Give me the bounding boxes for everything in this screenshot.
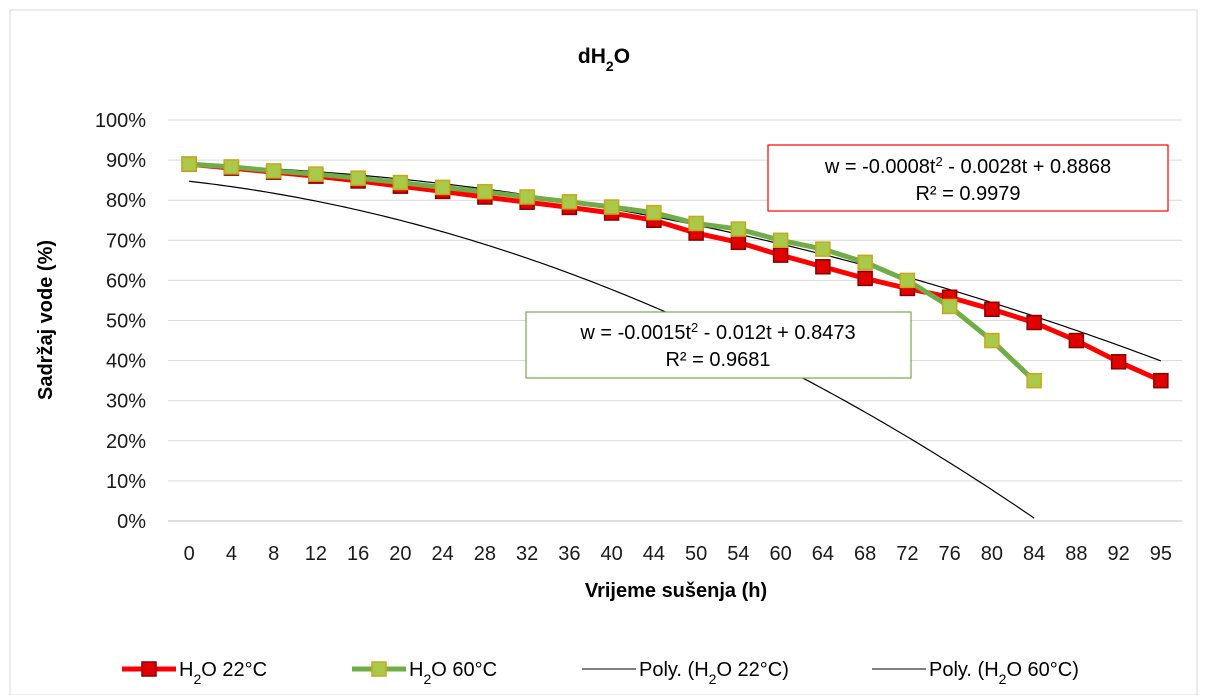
data-point <box>1068 332 1085 349</box>
legend-label: H2O 60°C <box>409 659 497 687</box>
y-tick-label: 100% <box>95 110 146 132</box>
legend-label: Poly. (H2O 60°C) <box>929 659 1079 687</box>
x-tick-label: 36 <box>558 543 580 565</box>
data-point <box>984 332 1000 349</box>
x-tick-label: 76 <box>939 543 961 565</box>
x-tick-label: 12 <box>305 543 327 565</box>
legend-label: H2O 22°C <box>179 659 267 687</box>
x-tick-label: 68 <box>854 543 876 565</box>
x-tick-label: 72 <box>896 543 918 565</box>
x-tick-label: 0 <box>184 543 195 565</box>
x-tick-label: 16 <box>347 543 369 565</box>
data-point <box>730 221 747 237</box>
data-point <box>265 163 282 179</box>
data-point <box>181 156 197 172</box>
data-point <box>1026 314 1042 331</box>
x-tick-label: 24 <box>432 543 454 565</box>
y-tick-label: 20% <box>106 431 146 453</box>
x-tick-label: 64 <box>812 543 834 565</box>
trendline-equation-box-22c: w = -0.0008t2 - 0.0028t + 0.8868 R² = 0.… <box>767 144 1169 212</box>
x-tick-label: 80 <box>981 543 1003 565</box>
data-point <box>308 166 324 182</box>
data-point <box>392 174 409 191</box>
y-tick-label: 40% <box>106 351 146 373</box>
x-tick-label: 92 <box>1108 543 1130 565</box>
x-tick-label: 60 <box>770 543 792 565</box>
data-point <box>1110 354 1127 370</box>
data-point <box>941 298 958 315</box>
legend-item-poly-60c: Poly. (H2O 60°C) <box>872 659 1079 687</box>
x-tick-label: 88 <box>1065 543 1087 565</box>
data-point <box>857 254 873 271</box>
y-tick-label: 70% <box>106 230 146 252</box>
x-tick-label: 28 <box>474 543 496 565</box>
data-point <box>646 204 662 221</box>
legend-label: Poly. (H2O 22°C) <box>639 659 789 687</box>
y-axis-title: Sadržaj vode (%) <box>35 240 57 400</box>
chart-title: dH2O <box>578 45 630 74</box>
series-group <box>181 156 1042 389</box>
legend-item-h2o-60c: H2O 60°C <box>352 659 497 687</box>
data-point <box>1026 372 1042 389</box>
data-point <box>815 241 831 257</box>
y-tick-label: 30% <box>106 391 146 413</box>
data-point <box>350 170 366 186</box>
legend-swatch-marker <box>141 661 157 677</box>
data-point <box>603 199 620 215</box>
legend-swatch-marker <box>371 661 387 677</box>
legend-item-h2o-22c: H2O 22°C <box>122 659 267 687</box>
equation-box-border <box>525 311 912 379</box>
legend-item-poly-22c: Poly. (H2O 22°C) <box>582 659 789 687</box>
x-tick-label: 8 <box>268 543 279 565</box>
legend: H2O 22°C H2O 60°C Poly. (H2O 22°C) Poly.… <box>122 659 1079 687</box>
x-tick-label: 4 <box>226 543 237 565</box>
x-tick-label: 50 <box>685 543 707 565</box>
y-tick-label: 0% <box>117 511 146 533</box>
x-tick-label: 32 <box>516 543 538 565</box>
y-tick-label: 10% <box>106 471 146 493</box>
y-tick-label: 50% <box>106 311 146 333</box>
data-point <box>772 232 789 249</box>
data-point <box>519 189 535 205</box>
data-point <box>477 184 493 200</box>
x-tick-label: 40 <box>601 543 623 565</box>
x-tick-label: 44 <box>643 543 665 565</box>
data-point <box>899 272 916 289</box>
data-point <box>772 247 789 263</box>
data-point <box>730 234 747 251</box>
trendline-equation-22c: w = -0.0008t2 - 0.0028t + 0.8868 <box>824 154 1111 179</box>
data-point <box>434 179 451 196</box>
data-point <box>857 270 873 287</box>
trendline-equation-60c: w = -0.0015t2 - 0.012t + 0.8473 <box>579 320 855 345</box>
data-point <box>688 215 704 232</box>
data-point <box>1153 372 1169 389</box>
y-tick-label: 80% <box>106 190 146 212</box>
x-tick-label: 54 <box>727 543 749 565</box>
data-point <box>984 301 1000 318</box>
data-point <box>815 259 831 275</box>
data-point <box>561 194 578 210</box>
x-axis-ticks: 0 4 8 12 16 20 24 28 32 36 40 44 50 54 60 64 68 72 76 80 84 8… <box>184 543 1172 565</box>
equation-box-border <box>767 144 1169 212</box>
y-tick-label: 90% <box>106 150 146 172</box>
trendline <box>189 180 1035 519</box>
data-series <box>181 156 1169 389</box>
trendline-r2-22c: R² = 0.9979 <box>915 183 1020 205</box>
trendline-equation-box-60c: w = -0.0015t2 - 0.012t + 0.8473 R² = 0.9… <box>525 311 912 379</box>
x-tick-label: 84 <box>1023 543 1045 565</box>
y-tick-label: 60% <box>106 270 146 292</box>
x-tick-label: 20 <box>389 543 411 565</box>
y-axis-ticks: 0% 10% 20% 30% 40% 50% 60% 70% 80% 90% 100% <box>95 110 146 533</box>
data-point <box>223 159 240 175</box>
x-tick-label: 95 <box>1150 543 1172 565</box>
trendline-r2-60c: R² = 0.9681 <box>665 349 770 371</box>
x-axis-title: Vrijeme sušenja (h) <box>585 580 767 602</box>
